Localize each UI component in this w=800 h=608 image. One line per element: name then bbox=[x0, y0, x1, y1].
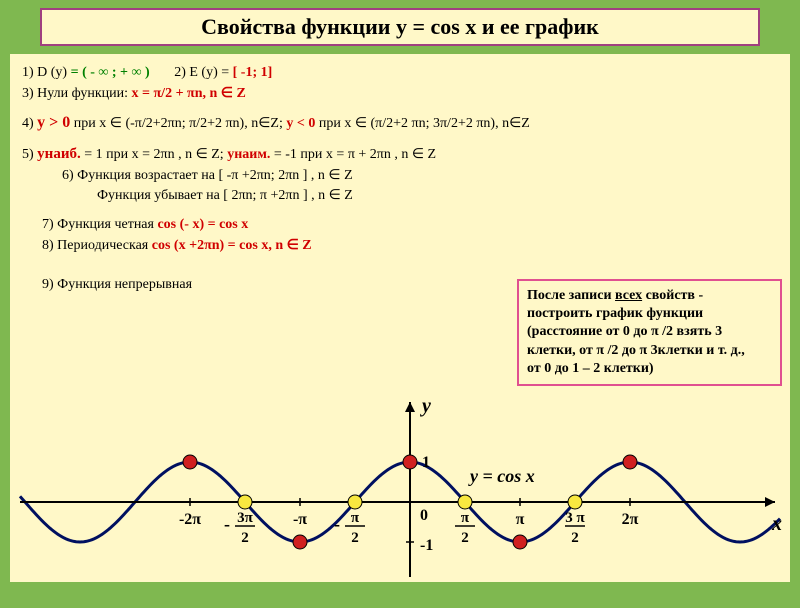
svg-text:π: π bbox=[351, 510, 360, 526]
svg-text:1: 1 bbox=[422, 454, 430, 471]
property-7: 7) Функция четная cos (- x) = cos x bbox=[42, 216, 778, 235]
svg-text:-: - bbox=[334, 514, 340, 534]
svg-text:-1: -1 bbox=[420, 537, 433, 554]
svg-text:y = cos x: y = cos x bbox=[468, 466, 535, 486]
property-6: 6) Функция возрастает на [ -π +2πn; 2πn … bbox=[62, 167, 778, 186]
svg-text:2: 2 bbox=[571, 530, 579, 546]
property-3: 3) Нули функции: x = π/2 + πn, n ∈ Z bbox=[22, 85, 778, 104]
property-6b: Функция убывает на [ 2πn; π +2πn ] , n ∈… bbox=[97, 187, 778, 206]
svg-text:0: 0 bbox=[420, 507, 428, 524]
property-1-2: 1) D (y) = ( - ∞ ; + ∞ ) 2) E (y) = [ -1… bbox=[22, 64, 778, 83]
note-box: После записи всех свойств - построить гр… bbox=[517, 279, 782, 386]
p4-ygt: y > 0 bbox=[37, 114, 70, 131]
p1-value: = ( - ∞ ; + ∞ ) bbox=[71, 65, 150, 80]
p7-a: 7) Функция четная bbox=[42, 217, 157, 232]
cosine-chart: yx01-1y = cos x-2π3π2--ππ2-π2π3 π22π bbox=[10, 392, 790, 582]
svg-text:2: 2 bbox=[461, 530, 469, 546]
p3-value: x = π/2 + πn, n ∈ Z bbox=[132, 86, 246, 101]
svg-text:-π: -π bbox=[293, 511, 307, 528]
property-4: 4) y > 0 при x ∈ (-π/2+2πn; π/2+2 πn), n… bbox=[22, 112, 778, 134]
p5-ymax: yнаиб. bbox=[37, 146, 81, 162]
svg-text:x: x bbox=[771, 513, 782, 535]
property-8: 8) Периодическая cos (x +2πn) = cos x, n… bbox=[42, 237, 778, 256]
p3-label: 3) Нули функции: bbox=[22, 86, 132, 101]
p8-a: 8) Периодическая bbox=[42, 238, 152, 253]
property-5: 5) yнаиб. = 1 при x = 2πn , n ∈ Z; yнаим… bbox=[22, 144, 778, 165]
svg-text:3π: 3π bbox=[237, 510, 254, 526]
svg-text:3 π: 3 π bbox=[565, 510, 585, 526]
svg-text:y: y bbox=[420, 395, 431, 417]
p2-label: 2) E (y) = bbox=[174, 65, 232, 80]
note-1b: всех bbox=[615, 288, 642, 303]
p4-a: 4) bbox=[22, 116, 37, 131]
svg-text:-2π: -2π bbox=[179, 511, 201, 528]
p5-a: 5) bbox=[22, 147, 37, 162]
svg-text:π: π bbox=[516, 511, 525, 528]
note-5: от 0 до 1 – 2 клетки) bbox=[527, 361, 654, 376]
svg-text:2π: 2π bbox=[622, 511, 639, 528]
p5-e: = -1 при x = π + 2πn , n ∈ Z bbox=[274, 147, 436, 162]
p1-label: 1) D (y) bbox=[22, 65, 71, 80]
svg-text:2: 2 bbox=[241, 530, 249, 546]
p5-ymin: yнаим. bbox=[227, 147, 270, 162]
svg-text:2: 2 bbox=[351, 530, 359, 546]
p4-e: при x ∈ (π/2+2 πn; 3π/2+2 πn), n∈Z bbox=[319, 116, 530, 131]
svg-text:-: - bbox=[224, 514, 230, 534]
p4-c: при x ∈ (-π/2+2πn; π/2+2 πn), n∈Z; bbox=[74, 116, 287, 131]
p2-value: [ -1; 1] bbox=[233, 65, 273, 80]
p8-b: cos (x +2πn) = cos x, n ∈ Z bbox=[152, 238, 312, 253]
p4-ylt: y < 0 bbox=[286, 116, 315, 131]
page-title: Свойства функции y = cos x и ее график bbox=[40, 8, 760, 46]
svg-text:π: π bbox=[461, 510, 470, 526]
p5-c: = 1 при x = 2πn , n ∈ Z; bbox=[84, 147, 227, 162]
p7-b: cos (- x) = cos x bbox=[157, 217, 248, 232]
note-1: После записи bbox=[527, 288, 615, 303]
content-panel: 1) D (y) = ( - ∞ ; + ∞ ) 2) E (y) = [ -1… bbox=[10, 54, 790, 582]
